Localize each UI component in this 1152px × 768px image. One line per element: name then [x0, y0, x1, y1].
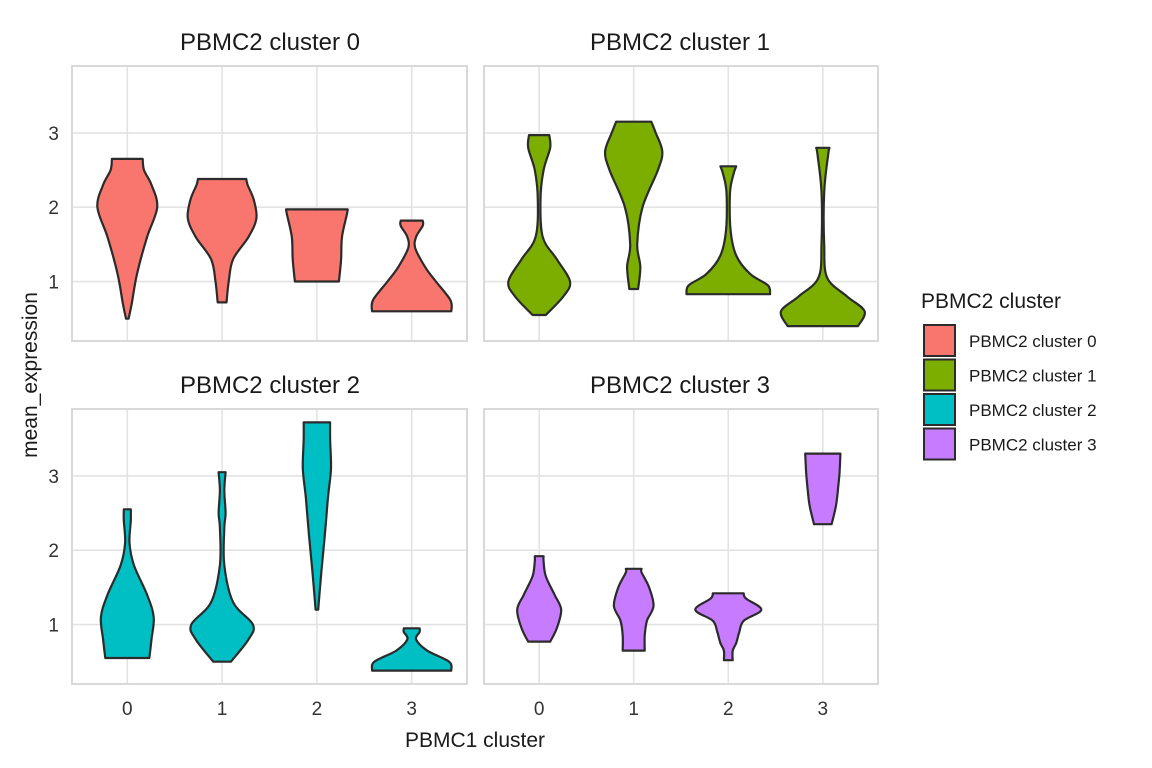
- facet-title-0: PBMC2 cluster 0: [180, 29, 360, 56]
- legend-swatch-0: [923, 324, 956, 357]
- violin-0-2: [285, 208, 349, 283]
- violin-0-0: [96, 157, 159, 320]
- panel-border: [483, 65, 879, 342]
- violin-1-3: [779, 146, 866, 328]
- panel-border: [71, 408, 468, 685]
- legend-label-1: PBMC2 cluster 1: [969, 367, 1097, 386]
- violin-3-0: [516, 555, 563, 643]
- y-axis-title: mean_expression: [19, 292, 42, 458]
- violin-1-0: [507, 134, 572, 317]
- violin-0-3: [370, 219, 453, 313]
- legend-label-3: PBMC2 cluster 3: [969, 436, 1097, 455]
- violin-3-3: [804, 452, 842, 526]
- x-tick-label: 3: [818, 699, 829, 720]
- legend: PBMC2 cluster PBMC2 cluster 0 PBMC2 clust…: [921, 290, 1097, 461]
- facet-panel-1: [483, 65, 879, 342]
- x-tick-label: 0: [534, 699, 545, 720]
- violin-3-1: [612, 567, 655, 652]
- violin-3-2: [694, 592, 763, 662]
- panel-border: [483, 408, 879, 685]
- legend-label-0: PBMC2 cluster 0: [969, 332, 1097, 351]
- facet-title-1: PBMC2 cluster 1: [590, 29, 770, 56]
- x-tick-label: 0: [122, 699, 133, 720]
- facet-panel-2: 1 2 3 0 1 2 3: [48, 408, 468, 720]
- x-axis-title: PBMC1 cluster: [405, 729, 545, 752]
- y-tick-label: 1: [48, 616, 59, 637]
- x-tick-label: 3: [406, 699, 417, 720]
- legend-swatch-2: [923, 393, 956, 426]
- y-tick-label: 3: [48, 467, 59, 488]
- legend-swatch-1: [923, 358, 956, 392]
- violin-1-1: [603, 120, 664, 291]
- facet-panel-0: 1 2 3: [48, 65, 468, 342]
- y-tick-label: 1: [48, 273, 59, 294]
- x-tick-label: 1: [628, 699, 639, 720]
- violin-2-2: [301, 421, 333, 611]
- violin-2-0: [99, 508, 155, 660]
- y-tick-label: 2: [48, 541, 59, 562]
- x-tick-label: 2: [312, 699, 323, 720]
- x-tick-label: 2: [723, 699, 734, 720]
- y-tick-label: 2: [48, 198, 59, 219]
- legend-label-2: PBMC2 cluster 2: [969, 401, 1097, 420]
- y-tick-label: 3: [48, 124, 59, 145]
- violin-1-2: [685, 165, 772, 296]
- facet-panel-3: 0 1 2 3: [483, 408, 879, 720]
- panel-border: [71, 65, 468, 342]
- x-tick-label: 1: [217, 699, 228, 720]
- facet-title-2: PBMC2 cluster 2: [180, 372, 360, 399]
- legend-swatch-3: [923, 427, 956, 461]
- violin-2-3: [370, 627, 453, 672]
- violin-0-1: [186, 177, 258, 304]
- legend-title: PBMC2 cluster: [921, 290, 1061, 313]
- violin-2-1: [189, 471, 255, 663]
- facet-title-3: PBMC2 cluster 3: [590, 372, 770, 399]
